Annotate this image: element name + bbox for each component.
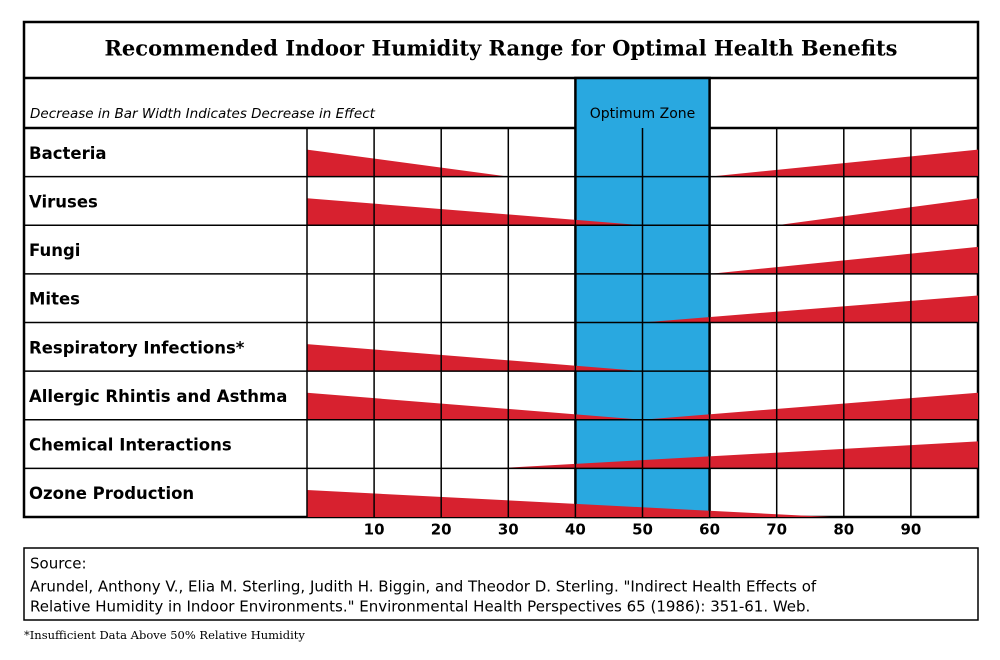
effect-wedge xyxy=(307,392,643,420)
source-label: Source: xyxy=(30,555,87,573)
zone-label: Optimum Zone xyxy=(590,106,696,122)
citation-line: Relative Humidity in Indoor Environments… xyxy=(30,598,810,616)
category-label: Fungi xyxy=(29,241,80,260)
x-tick-label: 60 xyxy=(699,521,720,539)
effect-wedge xyxy=(494,441,978,469)
chart-title: Recommended Indoor Humidity Range for Op… xyxy=(104,36,897,61)
effect-wedge xyxy=(307,344,643,372)
x-tick-label: 70 xyxy=(766,521,787,539)
x-tick-label: 10 xyxy=(364,521,385,539)
effect-wedge xyxy=(642,392,978,420)
category-label: Respiratory Infections* xyxy=(29,338,245,357)
subtitle: Decrease in Bar Width Indicates Decrease… xyxy=(30,106,376,122)
effect-wedge xyxy=(307,149,509,177)
effect-wedge xyxy=(776,198,978,226)
effect-wedge xyxy=(307,198,643,226)
category-label: Bacteria xyxy=(29,144,107,163)
x-tick-label: 30 xyxy=(498,521,519,539)
category-label: Mites xyxy=(29,290,80,309)
citation-line: Arundel, Anthony V., Elia M. Sterling, J… xyxy=(30,578,817,596)
x-tick-label: 40 xyxy=(565,521,586,539)
x-tick-label: 20 xyxy=(431,521,452,539)
category-label: Ozone Production xyxy=(29,484,194,503)
category-label: Viruses xyxy=(29,192,98,211)
effect-wedge xyxy=(642,295,978,323)
source-box xyxy=(23,547,979,621)
footnote: *Insufficient Data Above 50% Relative Hu… xyxy=(24,628,305,642)
effect-wedge xyxy=(307,490,831,517)
x-tick-label: 50 xyxy=(632,521,653,539)
category-label: Allergic Rhintis and Asthma xyxy=(29,387,287,406)
category-label: Chemical Interactions xyxy=(29,436,232,455)
x-tick-label: 80 xyxy=(833,521,854,539)
x-tick-label: 90 xyxy=(900,521,921,539)
